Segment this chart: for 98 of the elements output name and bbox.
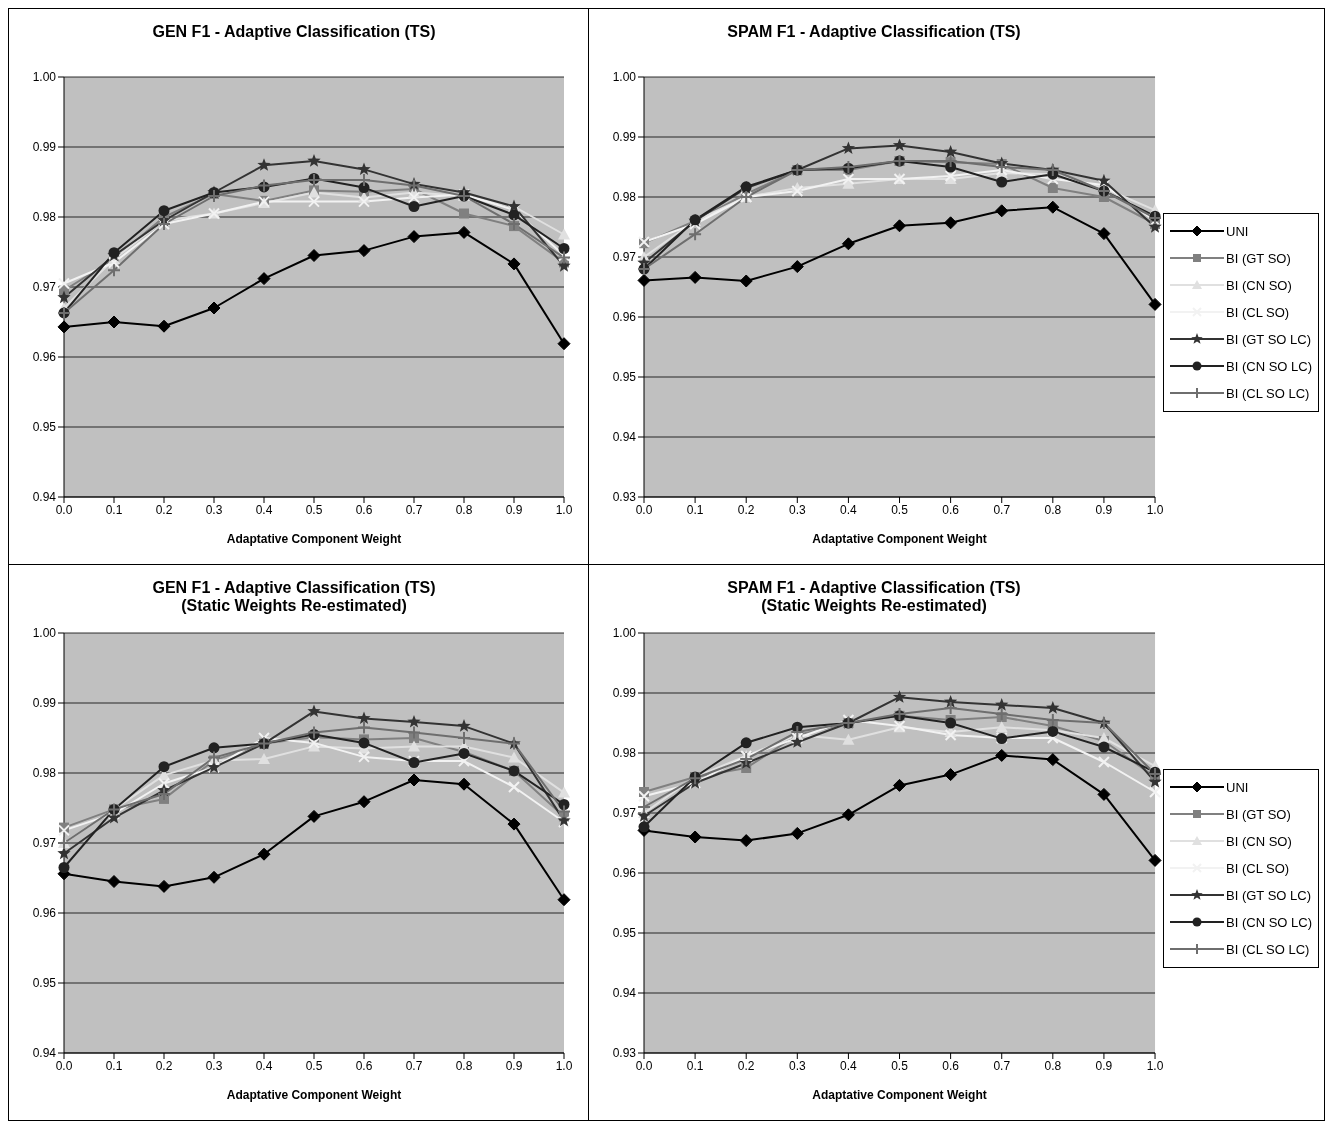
x-tick-label: 0.9 <box>505 502 523 517</box>
y-tick-label: 0.95 <box>612 370 637 385</box>
legend-label: UNI <box>1226 223 1249 239</box>
x-tick-label: 0.4 <box>255 502 273 517</box>
x-tick-label: 0.9 <box>1095 502 1113 517</box>
y-tick-label: 0.95 <box>32 420 57 435</box>
x-tick-label: 0.6 <box>355 1058 373 1073</box>
y-tick-label: 0.99 <box>612 686 637 701</box>
x-tick-label: 0.5 <box>305 1058 323 1073</box>
x-tick-label: 0.2 <box>155 1058 173 1073</box>
y-tick-label: 0.99 <box>612 130 637 145</box>
x-tick-label: 0.9 <box>1095 1058 1113 1073</box>
x-tick-label: 0.8 <box>1044 1058 1062 1073</box>
x-tick-label: 0.3 <box>205 502 223 517</box>
x-tick-label: 1.0 <box>555 502 573 517</box>
y-tick-label: 0.98 <box>612 190 637 205</box>
x-axis-title: Adaptative Component Weight <box>812 532 987 546</box>
y-tick-label: 1.00 <box>32 626 57 641</box>
y-tick-label: 0.97 <box>612 250 637 265</box>
y-tick-label: 0.94 <box>612 986 637 1001</box>
legend-label: BI (CL SO) <box>1226 304 1290 320</box>
x-tick-label: 0.2 <box>155 502 173 517</box>
chart-title: GEN F1 - Adaptive Classification (TS) <box>151 23 437 41</box>
x-tick-label: 1.0 <box>1146 502 1164 517</box>
x-tick-label: 0.4 <box>840 502 858 517</box>
y-tick-label: 0.94 <box>32 1046 57 1061</box>
legend-label: BI (CN SO LC) <box>1226 358 1312 374</box>
x-axis-title: Adaptative Component Weight <box>812 1088 987 1102</box>
y-tick-label: 0.95 <box>32 976 57 991</box>
x-tick-label: 0.7 <box>993 1058 1011 1073</box>
x-tick-label: 0.2 <box>737 502 755 517</box>
y-tick-label: 0.94 <box>32 490 57 505</box>
legend-label: BI (GT SO) <box>1226 250 1291 266</box>
y-tick-label: 1.00 <box>612 626 637 641</box>
x-axis-title: Adaptative Component Weight <box>226 532 402 546</box>
x-tick-label: 0.5 <box>891 1058 909 1073</box>
legend-label: BI (GT SO LC) <box>1226 331 1312 347</box>
legend-label: BI (GT SO LC) <box>1226 887 1312 903</box>
y-tick-label: 0.97 <box>612 806 637 821</box>
x-tick-label: 1.0 <box>1146 1058 1164 1073</box>
x-tick-label: 0.3 <box>205 1058 223 1073</box>
y-tick-label: 0.94 <box>612 430 637 445</box>
y-tick-label: 0.96 <box>612 866 637 881</box>
chart-title: GEN F1 - Adaptive Classification (TS) <box>151 579 437 597</box>
x-tick-label: 0.7 <box>993 502 1011 517</box>
legend-label: BI (CL SO LC) <box>1226 385 1310 401</box>
x-tick-label: 0.1 <box>105 502 123 517</box>
x-tick-label: 0.1 <box>686 1058 704 1073</box>
legend-label: BI (CN SO) <box>1226 277 1292 293</box>
y-tick-label: 0.97 <box>32 836 57 851</box>
x-tick-label: 0.5 <box>891 502 909 517</box>
legend-label: BI (GT SO) <box>1226 806 1291 822</box>
x-tick-label: 0.0 <box>635 502 653 517</box>
x-tick-label: 0.0 <box>55 502 73 517</box>
chart-title: SPAM F1 - Adaptive Classification (TS) <box>726 23 1022 41</box>
x-tick-label: 0.0 <box>635 1058 653 1073</box>
y-tick-label: 0.99 <box>32 140 57 155</box>
legend-label: BI (CL SO LC) <box>1226 941 1310 957</box>
x-tick-label: 0.6 <box>942 502 960 517</box>
x-tick-label: 0.4 <box>840 1058 858 1073</box>
chart-subtitle: (Static Weights Re-estimated) <box>180 597 408 615</box>
x-tick-label: 1.0 <box>555 1058 573 1073</box>
x-tick-label: 0.0 <box>55 1058 73 1073</box>
y-tick-label: 0.96 <box>32 906 57 921</box>
y-tick-label: 1.00 <box>612 70 637 85</box>
x-tick-label: 0.3 <box>788 1058 806 1073</box>
y-tick-label: 0.98 <box>32 766 57 781</box>
legend-label: BI (CL SO) <box>1226 860 1290 876</box>
legend-label: UNI <box>1226 779 1249 795</box>
y-tick-label: 0.98 <box>32 210 57 225</box>
x-tick-label: 0.1 <box>686 502 704 517</box>
x-tick-label: 0.6 <box>942 1058 960 1073</box>
x-tick-label: 0.8 <box>1044 502 1062 517</box>
x-tick-label: 0.3 <box>788 502 806 517</box>
chart-title: SPAM F1 - Adaptive Classification (TS) <box>726 579 1022 597</box>
y-tick-label: 0.98 <box>612 746 637 761</box>
legend-label: BI (CN SO) <box>1226 833 1292 849</box>
y-tick-label: 0.95 <box>612 926 637 941</box>
x-tick-label: 0.8 <box>455 1058 473 1073</box>
x-tick-label: 0.9 <box>505 1058 523 1073</box>
y-tick-label: 0.96 <box>612 310 637 325</box>
x-axis-title: Adaptative Component Weight <box>226 1088 402 1102</box>
y-tick-label: 1.00 <box>32 70 57 85</box>
x-tick-label: 0.5 <box>305 502 323 517</box>
legend-label: BI (CN SO LC) <box>1226 914 1312 930</box>
x-tick-label: 0.7 <box>405 1058 423 1073</box>
y-tick-label: 0.96 <box>32 350 57 365</box>
y-tick-label: 0.93 <box>612 490 637 505</box>
chart-subtitle: (Static Weights Re-estimated) <box>760 597 988 615</box>
x-tick-label: 0.4 <box>255 1058 273 1073</box>
y-tick-label: 0.93 <box>612 1046 637 1061</box>
x-tick-label: 0.7 <box>405 502 423 517</box>
x-tick-label: 0.2 <box>737 1058 755 1073</box>
x-tick-label: 0.6 <box>355 502 373 517</box>
x-tick-label: 0.1 <box>105 1058 123 1073</box>
x-tick-label: 0.8 <box>455 502 473 517</box>
y-tick-label: 0.97 <box>32 280 57 295</box>
y-tick-label: 0.99 <box>32 696 57 711</box>
